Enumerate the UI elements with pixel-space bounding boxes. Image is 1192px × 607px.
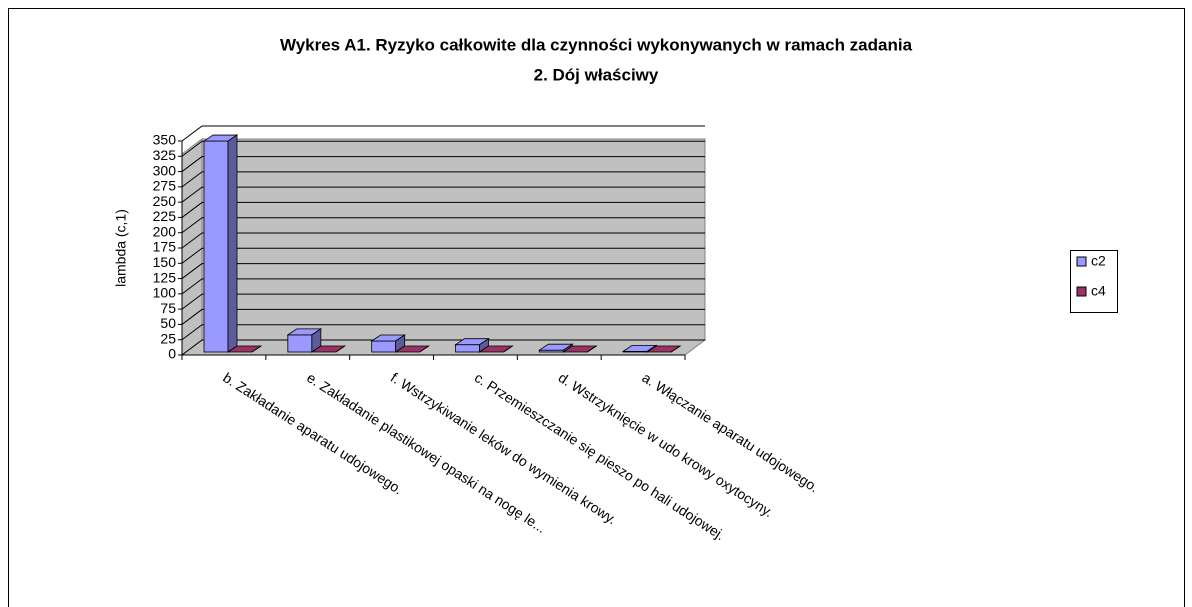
y-tick-label: 350 xyxy=(153,132,177,148)
y-tick-label: 25 xyxy=(160,330,176,346)
bar-side xyxy=(503,345,513,353)
grid-line xyxy=(181,202,203,218)
y-tick-label: 200 xyxy=(153,223,177,239)
grid-line xyxy=(181,278,203,295)
y-tick-label: 150 xyxy=(153,254,177,270)
legend-swatch xyxy=(1076,256,1087,267)
bar-front xyxy=(371,340,397,353)
bar-side xyxy=(251,345,262,353)
grid-line xyxy=(181,324,203,341)
y-tick-label: 225 xyxy=(153,208,177,224)
bar-front xyxy=(287,334,313,353)
y-tick-label: 0 xyxy=(168,346,176,362)
y-tick-label: 50 xyxy=(160,315,176,331)
y-tick-label: 275 xyxy=(153,178,177,194)
bar-side xyxy=(227,134,238,353)
y-tick-label: 250 xyxy=(153,193,177,209)
grid-line xyxy=(181,339,203,356)
legend xyxy=(1070,250,1118,313)
chart-subtitle: 2. Dój właściwy xyxy=(534,65,659,84)
chart-title: Wykres A1. Ryzyko całkowite dla czynnośc… xyxy=(280,35,913,54)
bar-side xyxy=(670,345,681,353)
bar-side xyxy=(587,345,597,353)
legend-swatch xyxy=(1076,286,1087,297)
bar-front xyxy=(203,140,229,353)
y-tick-label: 175 xyxy=(153,239,177,255)
legend-label: c2 xyxy=(1091,253,1106,269)
grid-line xyxy=(181,186,203,203)
grid-line xyxy=(181,293,203,310)
grid-line xyxy=(181,171,203,188)
y-tick-label: 75 xyxy=(160,300,176,316)
y-tick-label: 300 xyxy=(153,162,177,178)
grid-line xyxy=(181,156,203,172)
legend-label: c4 xyxy=(1091,283,1106,299)
y-tick-label: 100 xyxy=(153,285,177,301)
y-tick-label: 125 xyxy=(153,269,177,285)
grid-line xyxy=(181,125,203,142)
y-axis-label: lambda (c,1) xyxy=(113,209,129,287)
y-tick-label: 325 xyxy=(153,147,177,163)
grid-line xyxy=(181,140,203,157)
grid-line xyxy=(181,309,203,325)
grid-line xyxy=(181,247,203,264)
grid-line xyxy=(181,217,203,234)
bar-side xyxy=(419,345,429,353)
grid-line xyxy=(181,232,203,249)
floor xyxy=(180,339,707,356)
bar-front xyxy=(455,344,480,353)
grid-line xyxy=(181,263,203,279)
bar-side xyxy=(335,345,346,353)
